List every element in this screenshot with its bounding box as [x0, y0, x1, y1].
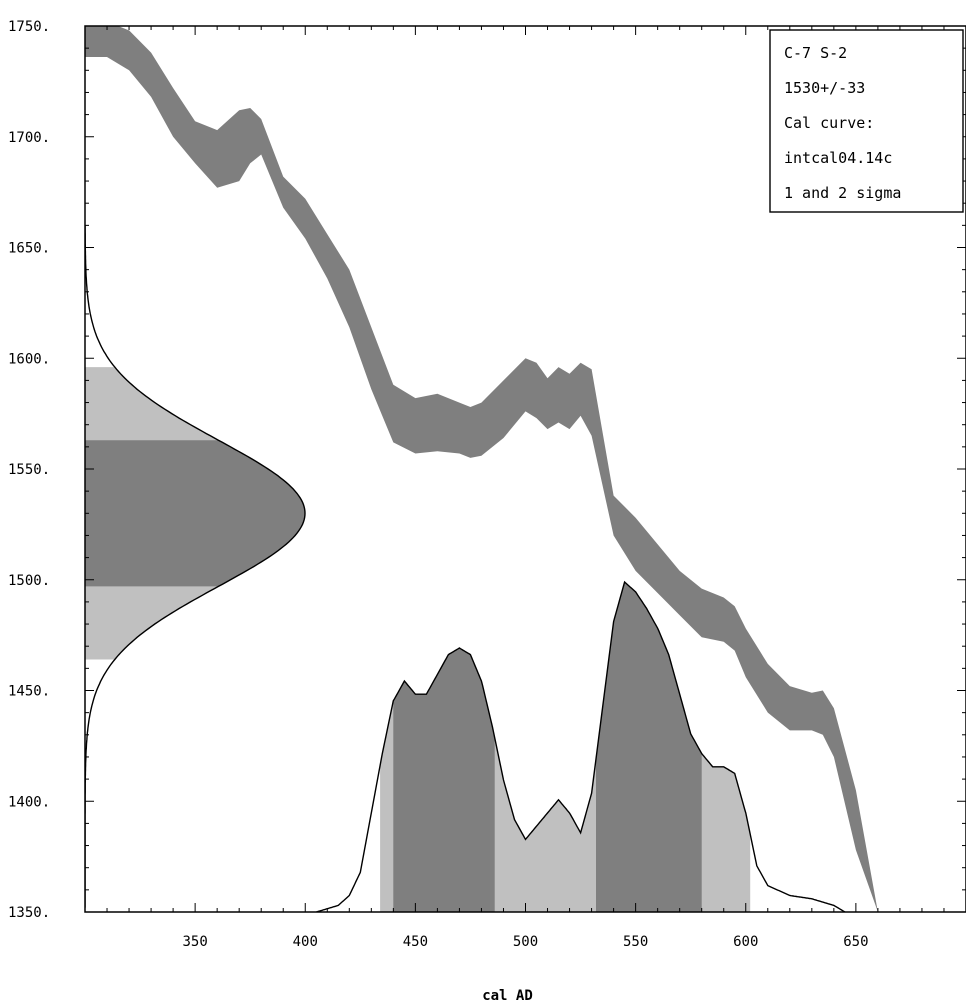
- calibrated-1sigma-area-0: [393, 648, 495, 912]
- calibration-curve-band: [85, 26, 878, 912]
- y-tick-label: 1400.: [8, 794, 50, 810]
- y-tick-label: 1550.: [8, 462, 50, 478]
- y-tick-label: 1350.: [8, 905, 50, 921]
- x-tick-label: 350: [182, 934, 207, 950]
- x-tick-label: 600: [733, 934, 758, 950]
- y-tick-label: 1600.: [8, 351, 50, 367]
- plot-area: [85, 26, 878, 912]
- legend-line: 1 and 2 sigma: [784, 184, 901, 202]
- calibrated-1sigma-area-1: [596, 582, 702, 912]
- x-tick-label: 450: [403, 934, 428, 950]
- y-tick-label: 1700.: [8, 130, 50, 146]
- calibrated-distribution-line: [316, 580, 846, 912]
- x-tick-label: 400: [293, 934, 318, 950]
- y-tick-label: 1750.: [8, 19, 50, 35]
- legend-box: C-7 S-2 1530+/-33 Cal curve: intcal04.14c 1 …: [769, 29, 964, 213]
- legend-line: intcal04.14c: [784, 149, 892, 167]
- x-tick-label: 650: [843, 934, 868, 950]
- y-tick-label: 1500.: [8, 573, 50, 589]
- x-tick-label: 550: [623, 934, 648, 950]
- legend-line: 1530+/-33: [784, 79, 865, 97]
- y-tick-label: 1650.: [8, 241, 50, 257]
- legend-line: C-7 S-2: [784, 44, 847, 62]
- axis-ticks: 350 400 450 500 550 600 650 1350. 1400. 1450. 1500…: [8, 19, 966, 950]
- x-tick-label: 500: [513, 934, 538, 950]
- legend-frame: [769, 29, 964, 213]
- y-tick-label: 1450.: [8, 684, 50, 700]
- x-axis-title: cal AD: [482, 988, 533, 1004]
- radiocarbon-1sigma-area: [85, 440, 305, 587]
- legend-line: Cal curve:: [784, 114, 874, 132]
